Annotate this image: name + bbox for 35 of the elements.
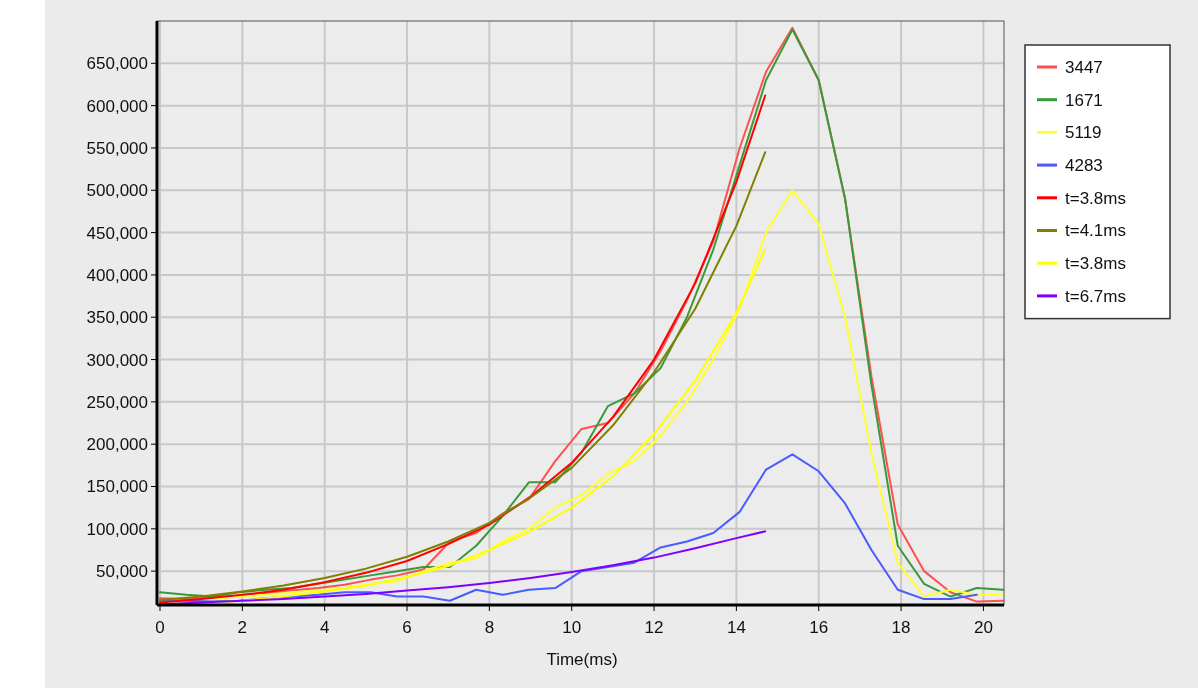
- y-tick-label: 250,000: [86, 392, 148, 412]
- y-tick-label: 200,000: [86, 435, 148, 455]
- x-tick-label: 4: [319, 618, 330, 637]
- legend-label: t=3.8ms: [1065, 188, 1126, 208]
- y-tick-label: 100,000: [86, 519, 148, 539]
- y-tick-label: 500,000: [86, 181, 148, 201]
- legend-label: 5119: [1065, 123, 1102, 143]
- legend-label: t=4.1ms: [1065, 221, 1126, 241]
- x-tick-label: 0: [155, 618, 165, 637]
- y-tick-label: 400,000: [86, 265, 148, 285]
- x-tick-label: 18: [891, 618, 911, 637]
- x-tick-label: 12: [644, 618, 664, 637]
- y-tick-label: 50,000: [96, 562, 148, 582]
- x-axis-title: Time(ms): [546, 650, 618, 669]
- x-tick-label: 20: [973, 618, 993, 637]
- x-tick-label: 14: [726, 618, 746, 637]
- line-series: [159, 453, 978, 603]
- y-tick-label: 650,000: [86, 54, 148, 74]
- x-tick-label: 8: [484, 618, 495, 637]
- y-tick-label: 350,000: [86, 308, 148, 328]
- x-tick-label: 6: [402, 618, 412, 637]
- x-tick-label: 2: [237, 618, 248, 637]
- y-tick-label: 550,000: [86, 138, 148, 158]
- legend-label: 3447: [1065, 57, 1103, 77]
- legend-label: t=3.8ms: [1065, 254, 1126, 274]
- legend-label: 4283: [1065, 156, 1103, 176]
- x-tick-label: 16: [809, 618, 829, 637]
- y-tick-label: 300,000: [86, 350, 148, 370]
- x-tick-label: 10: [562, 618, 582, 637]
- legend-label: 1671: [1065, 90, 1103, 110]
- legend-label: t=6.7ms: [1065, 286, 1126, 306]
- y-tick-label: 150,000: [86, 477, 148, 497]
- y-tick-label: 450,000: [86, 223, 148, 243]
- y-tick-label: 600,000: [86, 96, 148, 116]
- line-series: [159, 530, 767, 606]
